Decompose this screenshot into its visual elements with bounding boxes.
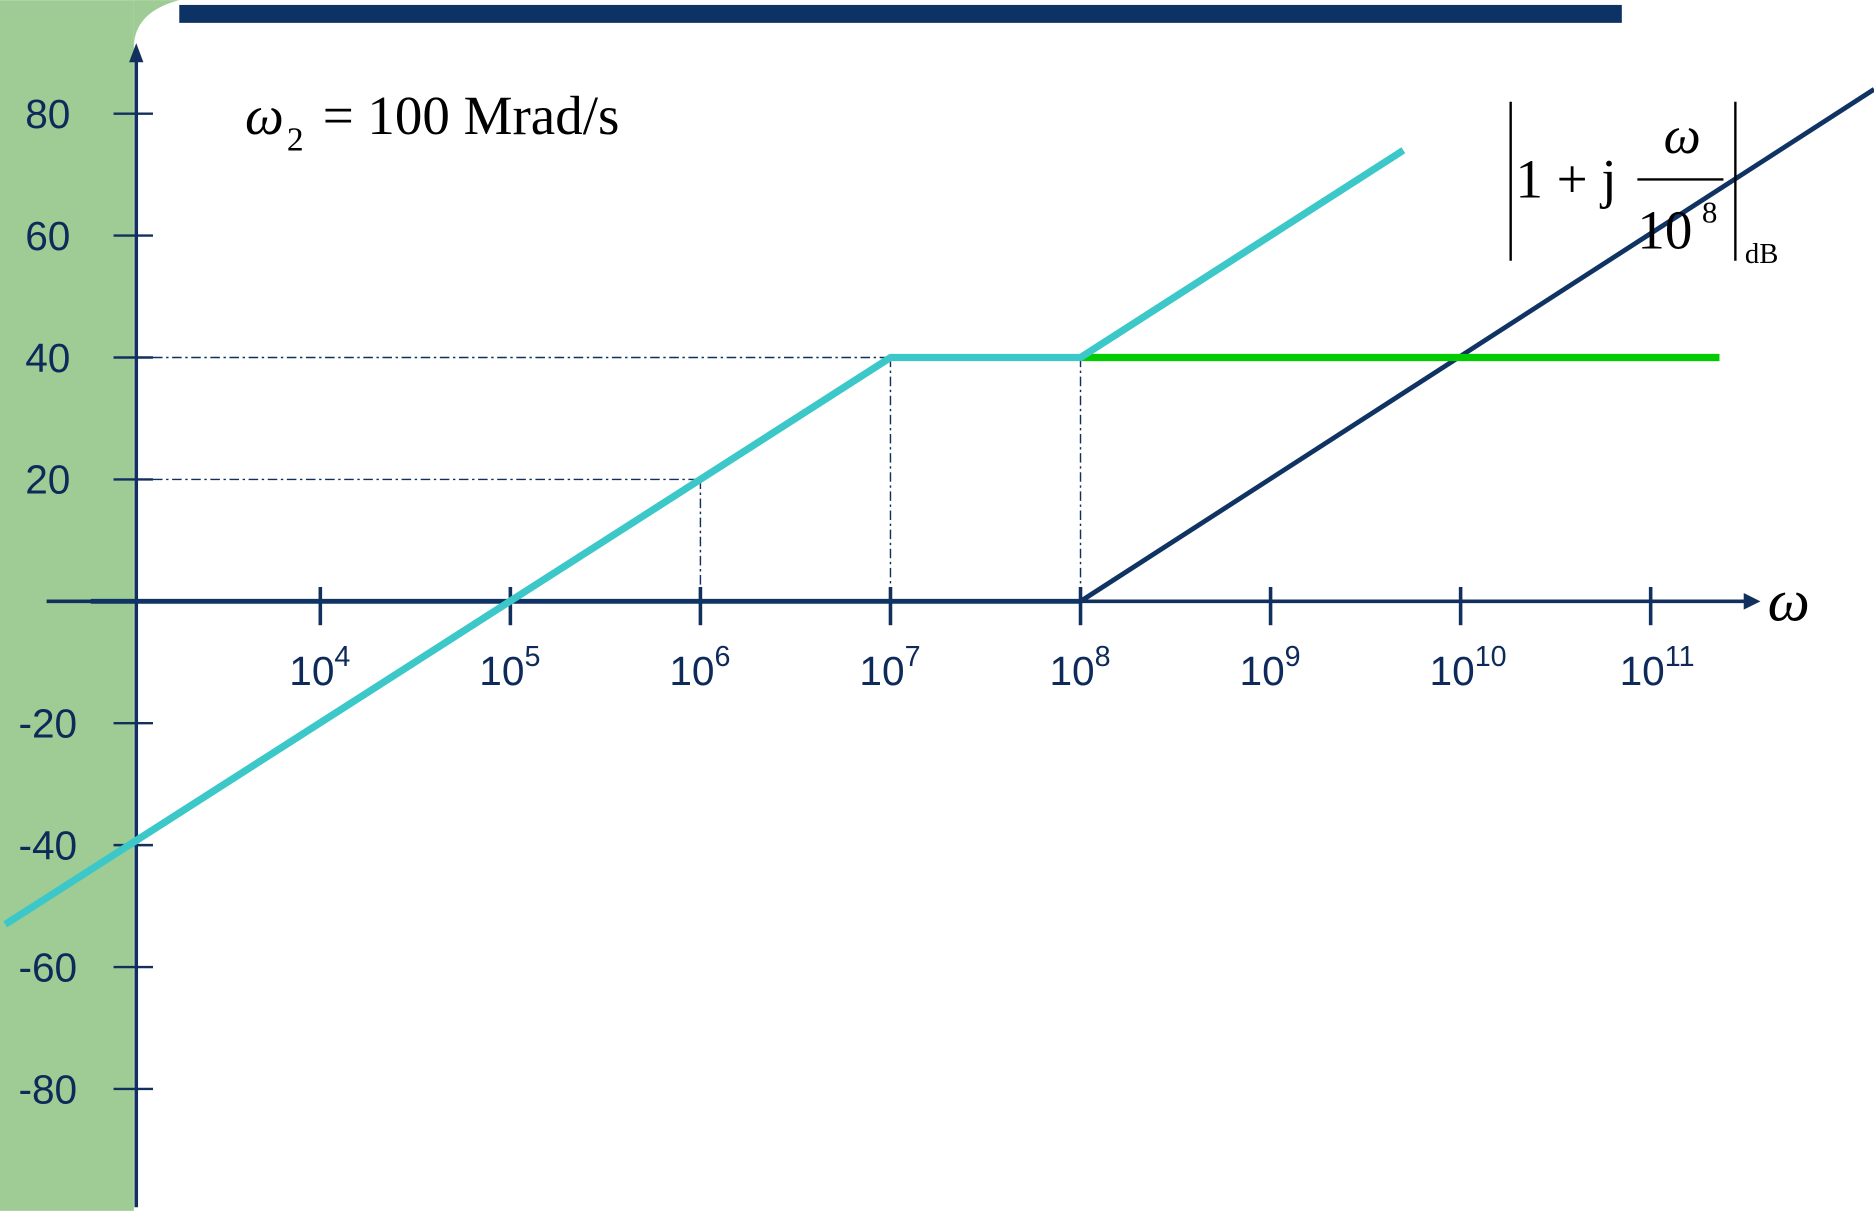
tick-exponent: 4 [334, 641, 350, 673]
series-line [3, 147, 1406, 928]
x-tick-label: 1011 [1620, 641, 1695, 694]
tick-base: 10 [1049, 648, 1094, 694]
x-tick-label: 104 [289, 641, 350, 694]
x-axis-arrow [1743, 592, 1761, 610]
annotation-sub: 2 [287, 122, 304, 159]
formula-numerator: ω [1664, 107, 1701, 165]
x-tick-label: 107 [859, 641, 920, 694]
series-line [90, 87, 1874, 604]
y-tick-label: -80 [18, 1066, 77, 1112]
y-tick-label: -20 [18, 701, 77, 747]
x-tick-label: 1010 [1430, 641, 1507, 694]
panel-corner [133, 0, 180, 48]
tick-base: 10 [1430, 648, 1475, 694]
formula: 1 + j ω 10 8 dB [1509, 101, 1778, 270]
tick-exponent: 11 [1665, 641, 1695, 673]
annotation-text: = 100 Mrad/s [323, 85, 620, 146]
y-tick-label: 80 [25, 91, 70, 137]
tick-base: 10 [479, 648, 524, 694]
x-tick-label: 105 [479, 641, 540, 694]
x-tick-label: 106 [669, 641, 730, 694]
annotation-symbol: ω [245, 85, 284, 146]
formula-lead: 1 + j [1515, 148, 1616, 209]
x-tick-label: 108 [1049, 641, 1110, 694]
top-bar [179, 4, 1622, 23]
x-axis-label: ω [1768, 567, 1810, 633]
tick-exponent: 8 [1095, 641, 1111, 673]
tick-exponent: 7 [905, 641, 921, 673]
marks-layer [3, 87, 1874, 928]
y-tick-label: 40 [25, 335, 70, 381]
formula-unit: dB [1745, 238, 1778, 270]
tick-base: 10 [1239, 648, 1284, 694]
tick-base: 10 [669, 648, 714, 694]
corner-annotation: ω 2 = 100 Mrad/s [245, 85, 619, 159]
formula-denominator: 10 [1637, 200, 1692, 261]
tick-exponent: 9 [1285, 641, 1301, 673]
tick-base: 10 [859, 648, 904, 694]
tick-base: 10 [289, 648, 334, 694]
y-tick-label: -40 [18, 822, 77, 868]
y-tick-label: 60 [25, 213, 70, 259]
formula-exponent: 8 [1702, 194, 1718, 229]
y-tick-label: -60 [18, 944, 77, 990]
x-tick-label: 109 [1239, 641, 1300, 694]
tick-exponent: 5 [524, 641, 540, 673]
tick-base: 10 [1620, 648, 1665, 694]
y-tick-label: 20 [25, 457, 70, 503]
tick-exponent: 6 [715, 641, 731, 673]
y-axis-arrow [129, 43, 144, 63]
tick-exponent: 10 [1475, 641, 1507, 673]
side-panel [0, 0, 134, 1211]
